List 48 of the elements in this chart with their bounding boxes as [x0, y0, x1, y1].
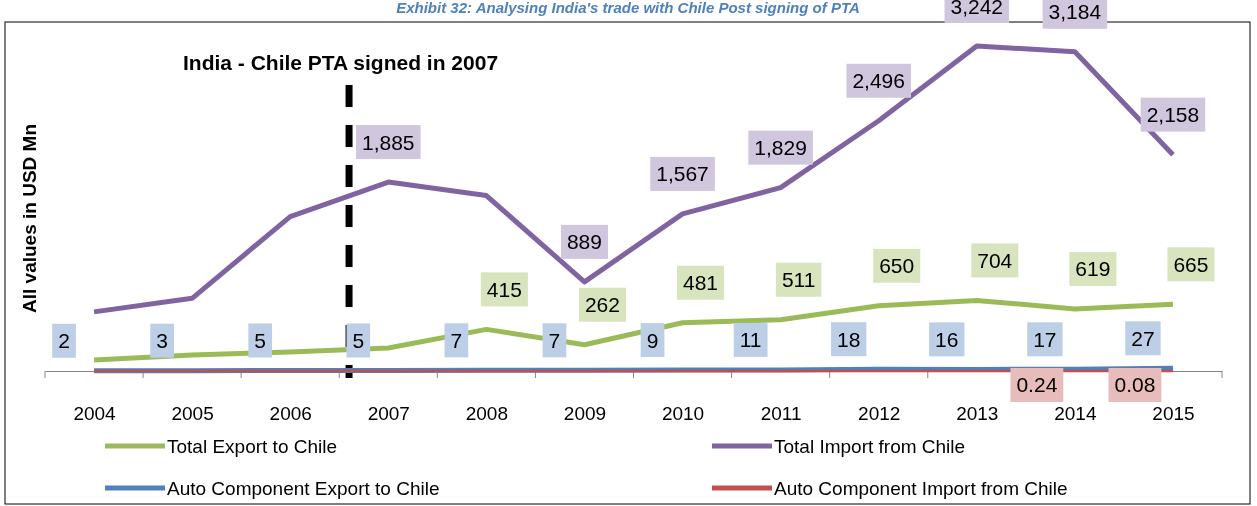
- data-label: 17: [1033, 327, 1057, 351]
- data-label: 9: [646, 328, 659, 352]
- data-label: 18: [837, 327, 861, 351]
- x-tick-label: 2012: [858, 403, 901, 425]
- data-label: 7: [450, 328, 463, 352]
- data-label: 7: [548, 328, 561, 352]
- x-tick-label: 2011: [760, 403, 802, 425]
- data-label: 481: [683, 271, 719, 295]
- x-tick-label: 2015: [1152, 403, 1195, 425]
- data-label: 3,184: [1048, 0, 1102, 24]
- data-label: 2,158: [1146, 103, 1200, 127]
- legend-label: Total Export to Chile: [167, 435, 338, 457]
- data-label: 889: [566, 230, 602, 254]
- legend-label: Auto Component Import from Chile: [774, 477, 1068, 499]
- data-label: 415: [486, 277, 522, 301]
- data-label: 0.24: [1016, 373, 1058, 397]
- data-label: 619: [1075, 257, 1111, 281]
- data-label: 262: [584, 293, 620, 317]
- data-label: 2,496: [852, 69, 905, 93]
- legend-label: Auto Component Export to Chile: [167, 477, 440, 499]
- legend-label: Total Import from Chile: [774, 435, 966, 457]
- data-label: 2: [58, 329, 70, 353]
- data-label: 5: [352, 329, 365, 352]
- data-label: 11: [739, 328, 762, 352]
- data-label: 27: [1131, 326, 1155, 350]
- data-label: 1,829: [754, 136, 807, 160]
- ref-line-label: India - Chile PTA signed in 2007: [183, 51, 499, 74]
- data-label: 704: [977, 248, 1013, 272]
- x-tick-label: 2009: [563, 403, 607, 425]
- data-label: 1,885: [362, 130, 415, 154]
- x-tick-label: 2005: [171, 403, 214, 425]
- x-tick-label: 2013: [956, 403, 999, 425]
- x-tick-label: 2014: [1054, 403, 1097, 425]
- data-label: 1,567: [656, 162, 709, 186]
- x-tick-label: 2007: [367, 403, 410, 425]
- data-label: 650: [879, 254, 915, 278]
- data-label: 5: [254, 329, 267, 352]
- data-label: 665: [1173, 252, 1209, 276]
- y-axis-title: All values in USD Mn: [19, 124, 40, 313]
- x-tick-label: 2004: [73, 403, 117, 425]
- x-tick-label: 2006: [269, 403, 312, 425]
- data-label: 0.08: [1114, 373, 1156, 397]
- chart-title: Exhibit 32: Analysing India's trade with Chile Post signing of PTA: [396, 0, 860, 17]
- x-tick-label: 2008: [465, 403, 509, 425]
- data-label: 16: [935, 327, 959, 351]
- x-tick-label: 2010: [661, 403, 705, 425]
- data-label: 511: [781, 268, 816, 292]
- data-label: 3: [156, 329, 168, 353]
